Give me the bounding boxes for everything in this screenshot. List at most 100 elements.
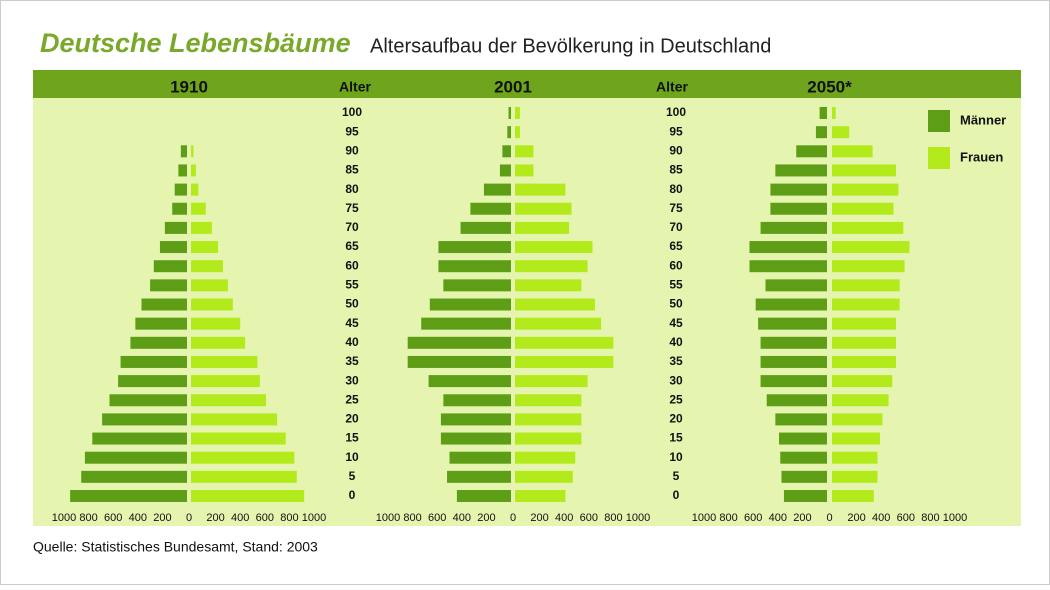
x-tick-label: 1000 (626, 512, 650, 524)
bar-women (191, 317, 241, 330)
bar-women (191, 413, 278, 426)
age-label: 40 (345, 335, 359, 349)
age-label: 75 (345, 201, 359, 215)
bar-men (174, 183, 187, 196)
x-tick-label: 400 (555, 512, 573, 524)
age-label: 95 (345, 124, 359, 138)
age-label: 25 (669, 392, 683, 406)
bar-men (407, 355, 511, 368)
age-label: 80 (669, 182, 683, 196)
x-tick-label: 800 (921, 512, 939, 524)
bar-women (515, 221, 570, 234)
bar-women (515, 470, 573, 483)
bar-women (515, 145, 534, 158)
legend-swatch (928, 147, 950, 169)
x-tick-label: 1000 (692, 512, 716, 524)
x-tick-label: 400 (231, 512, 249, 524)
bar-men (755, 298, 827, 311)
bar-men (443, 279, 511, 292)
bar-women (191, 164, 196, 177)
bar-men (443, 394, 511, 407)
source: Quelle: Statistisches Bundesamt, Stand: … (33, 539, 318, 555)
age-label: 0 (673, 488, 680, 502)
bar-men (120, 355, 187, 368)
x-tick-label: 200 (793, 512, 811, 524)
bar-women (832, 221, 904, 234)
bar-men (760, 221, 827, 234)
bar-men (429, 298, 511, 311)
x-tick-label: 1000 (943, 512, 967, 524)
bar-men (440, 432, 511, 445)
bar-women (515, 202, 572, 215)
bar-men (141, 298, 187, 311)
bar-women (832, 298, 900, 311)
age-label: 30 (669, 373, 683, 387)
bar-women (832, 260, 905, 273)
x-tick-label: 600 (744, 512, 762, 524)
panel-title: 1910 (170, 77, 208, 96)
bar-women (191, 145, 194, 158)
bar-men (760, 336, 827, 349)
age-label: 45 (669, 316, 683, 330)
bar-men (760, 355, 827, 368)
x-tick-label: 400 (872, 512, 890, 524)
age-label: 45 (345, 316, 359, 330)
bar-men (428, 375, 511, 388)
age-label: 90 (345, 143, 359, 157)
bar-men (770, 183, 827, 196)
bar-men (407, 336, 511, 349)
x-tick-label: 200 (530, 512, 548, 524)
age-label: 35 (669, 354, 683, 368)
bar-women (832, 145, 873, 158)
bar-women (191, 451, 295, 464)
age-label: 20 (669, 412, 683, 426)
bar-men (172, 202, 187, 215)
bar-women (191, 432, 286, 445)
bar-women (832, 355, 896, 368)
bar-men (815, 126, 827, 139)
bar-women (515, 241, 593, 254)
legend-label: Männer (960, 112, 1006, 127)
bar-men (421, 317, 511, 330)
bar-women (515, 317, 602, 330)
age-label: 55 (345, 278, 359, 292)
bar-women (515, 432, 582, 445)
x-tick-label: 800 (403, 512, 421, 524)
age-label: 15 (669, 431, 683, 445)
bar-women (191, 241, 219, 254)
bar-men (749, 260, 827, 273)
bar-men (779, 432, 827, 445)
bar-women (832, 470, 878, 483)
age-label: 20 (345, 412, 359, 426)
bar-men (749, 241, 827, 254)
age-header: Alter (339, 79, 371, 95)
bar-women (191, 221, 212, 234)
age-label: 85 (669, 163, 683, 177)
age-label: 35 (345, 354, 359, 368)
bar-men (758, 317, 827, 330)
x-tick-label: 0 (510, 512, 516, 524)
age-label: 5 (673, 469, 680, 483)
bar-women (191, 375, 260, 388)
bar-men (180, 145, 187, 158)
bar-women (832, 375, 893, 388)
bar-men (130, 336, 187, 349)
bar-men (783, 490, 827, 502)
bar-men (780, 451, 827, 464)
bar-women (191, 394, 267, 407)
x-tick-label: 200 (477, 512, 495, 524)
x-tick-label: 1000 (302, 512, 326, 524)
bar-women (832, 490, 874, 502)
bar-women (191, 298, 233, 311)
bar-women (832, 107, 836, 119)
bar-women (191, 260, 223, 273)
bar-men (159, 241, 187, 254)
age-label: 5 (349, 469, 356, 483)
x-tick-label: 600 (428, 512, 446, 524)
legend-label: Frauen (960, 149, 1003, 164)
bar-women (515, 394, 582, 407)
bar-men (770, 202, 827, 215)
x-tick-label: 0 (186, 512, 192, 524)
title: Deutsche Lebensbäume (40, 28, 351, 58)
